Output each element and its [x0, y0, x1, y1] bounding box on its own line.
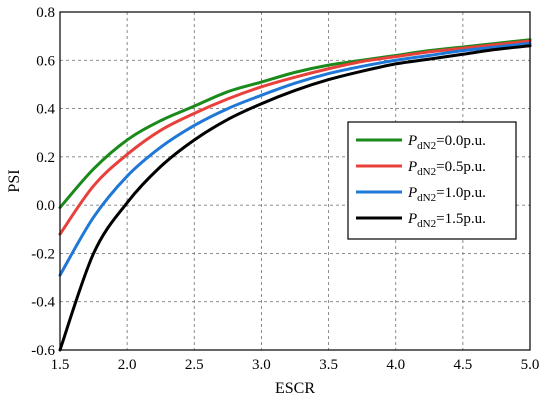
- x-tick-label: 4.0: [386, 357, 405, 373]
- y-tick-label: 0.2: [36, 150, 55, 166]
- x-axis-title: ESCR: [275, 380, 315, 397]
- y-tick-label: 0.8: [36, 5, 55, 21]
- x-axis-ticks: 1.5 2.0 2.5 3.0 3.5 4.0 4.5 5.0: [51, 357, 540, 373]
- x-tick-label: 1.5: [51, 357, 70, 373]
- legend-label-1: PdN2=0.0p.u.: [407, 133, 486, 152]
- y-axis-title: PSI: [6, 169, 23, 192]
- y-tick-label: 0.0: [36, 198, 55, 214]
- x-tick-label: 3.0: [252, 357, 271, 373]
- legend-label-2: PdN2=0.5p.u.: [407, 159, 486, 178]
- y-tick-label: -0.2: [31, 246, 55, 262]
- series-line-2: [58, 39, 532, 236]
- y-tick-label: 0.4: [36, 102, 55, 118]
- x-tick-label: 5.0: [521, 357, 540, 373]
- y-tick-label: 0.6: [36, 53, 55, 69]
- series-lines: [58, 38, 532, 352]
- x-tick-label: 2.5: [185, 357, 204, 373]
- legend-label-4: PdN2=1.5p.u.: [407, 211, 486, 230]
- legend-label-3: PdN2=1.0p.u.: [407, 185, 486, 204]
- plot-frame: [59, 11, 531, 351]
- legend: PdN2=0.0p.u. PdN2=0.5p.u. PdN2=1.0p.u. PdN2…: [347, 121, 517, 240]
- x-tick-label: 4.5: [453, 357, 472, 373]
- y-tick-label: -0.4: [31, 295, 55, 311]
- y-tick-label: -0.6: [31, 343, 55, 359]
- y-axis-ticks: -0.6 -0.4 -0.2 0.0 0.2 0.4 0.6 0.8: [31, 5, 55, 359]
- x-tick-label: 2.0: [118, 357, 137, 373]
- x-tick-label: 3.5: [319, 357, 338, 373]
- series-line-3: [58, 41, 532, 277]
- series-line-4: [58, 44, 532, 352]
